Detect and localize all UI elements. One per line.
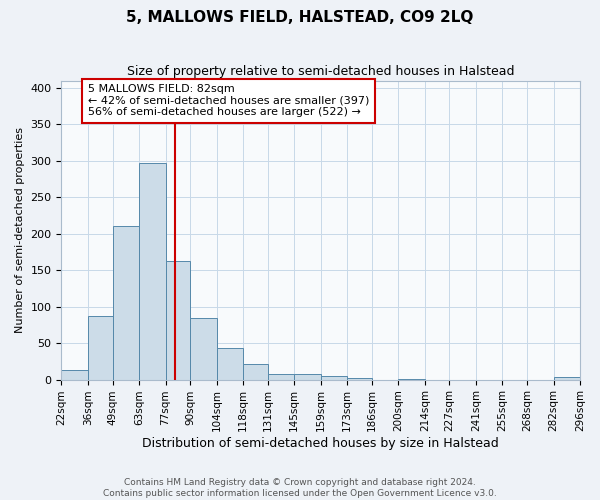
Y-axis label: Number of semi-detached properties: Number of semi-detached properties (15, 127, 25, 333)
Bar (243, 364, 268, 380)
Text: 5, MALLOWS FIELD, HALSTEAD, CO9 2LQ: 5, MALLOWS FIELD, HALSTEAD, CO9 2LQ (127, 10, 473, 25)
Bar (88, 316, 113, 380)
Bar (294, 374, 321, 380)
Bar (398, 379, 425, 380)
Bar (554, 378, 580, 380)
Bar (268, 374, 294, 380)
Bar (190, 318, 217, 380)
Bar (166, 260, 190, 380)
Bar (113, 226, 139, 380)
Text: Contains HM Land Registry data © Crown copyright and database right 2024.
Contai: Contains HM Land Registry data © Crown c… (103, 478, 497, 498)
X-axis label: Distribution of semi-detached houses by size in Halstead: Distribution of semi-detached houses by … (142, 437, 499, 450)
Bar (217, 348, 243, 380)
Bar (139, 163, 166, 380)
Title: Size of property relative to semi-detached houses in Halstead: Size of property relative to semi-detach… (127, 65, 514, 78)
Bar (347, 378, 372, 380)
Bar (321, 376, 347, 380)
Bar (61, 370, 88, 380)
Text: 5 MALLOWS FIELD: 82sqm
← 42% of semi-detached houses are smaller (397)
56% of se: 5 MALLOWS FIELD: 82sqm ← 42% of semi-det… (88, 84, 369, 117)
